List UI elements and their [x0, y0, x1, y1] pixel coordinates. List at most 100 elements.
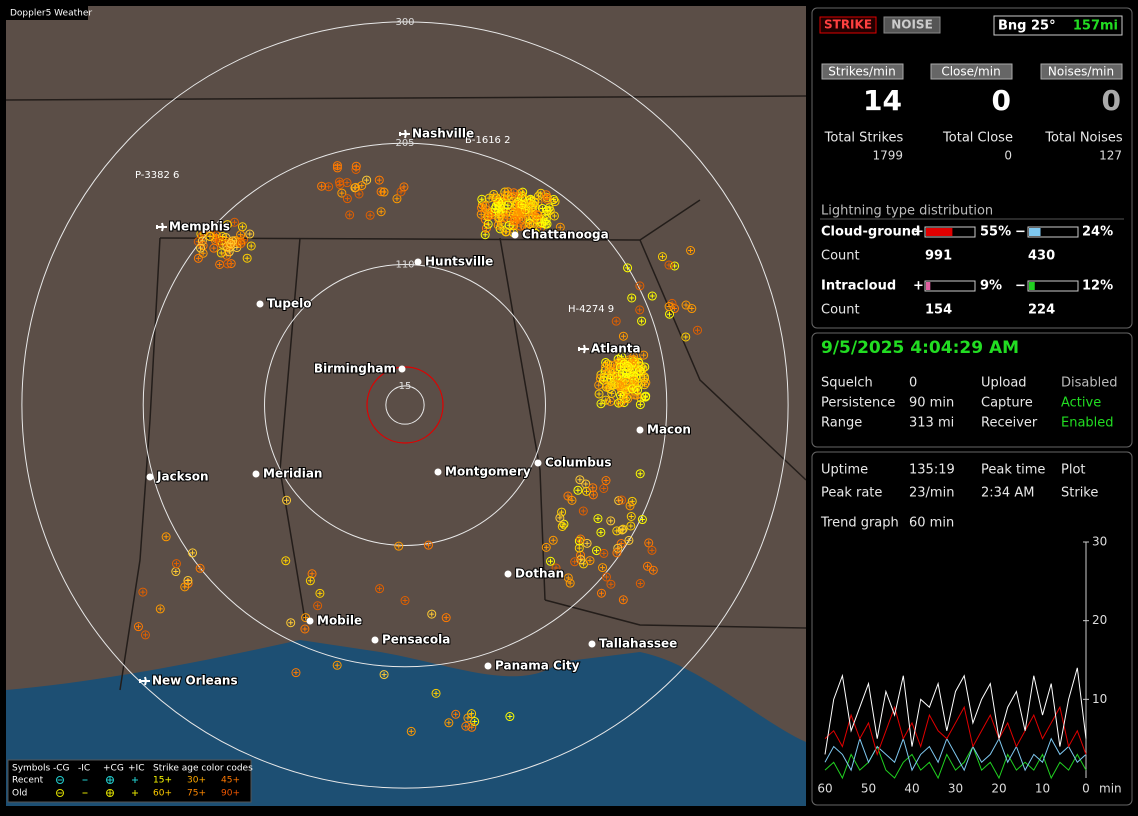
strike-ring [541, 542, 551, 552]
strike-plus [319, 183, 325, 189]
count-label: Count [821, 303, 860, 318]
strike-symbol [618, 331, 628, 341]
strike-ring [669, 304, 679, 314]
pct-label: 24% [1082, 225, 1113, 240]
strike-symbol [246, 241, 256, 251]
strike-plus [614, 374, 620, 380]
strike-ring [379, 670, 389, 680]
strike-plus [173, 561, 179, 567]
strike-plus [446, 720, 452, 726]
strike-plus [608, 375, 614, 381]
strike-ring [563, 573, 573, 583]
strike-symbol [596, 399, 606, 409]
strike-symbol [648, 565, 658, 575]
strike-plus [185, 577, 191, 583]
legend-symbol [56, 776, 64, 784]
city-dot [534, 459, 542, 467]
strike-ring [236, 230, 246, 240]
strike-plus [567, 580, 573, 586]
strike-symbol [594, 389, 604, 399]
strike-symbol [307, 569, 317, 579]
strike-plus [544, 207, 550, 213]
strike-ring [171, 559, 181, 569]
strike-symbol [596, 527, 606, 537]
strike-ring [313, 601, 323, 611]
strike-ring [647, 545, 657, 555]
strike-symbol [451, 709, 461, 719]
strike-symbol [503, 187, 513, 197]
strike-plus [359, 183, 365, 189]
strike-plus [344, 180, 350, 186]
legend-symbol-name: -IC [78, 764, 90, 774]
strike-ring [549, 211, 559, 221]
strike-ring [526, 203, 536, 213]
strike-plus [629, 295, 635, 301]
strike-plus [364, 177, 370, 183]
strike-plus [552, 199, 558, 205]
strike-ring [490, 204, 500, 214]
status-label: Receiver [981, 416, 1038, 431]
strike-plus [580, 508, 586, 514]
strike-plus [609, 390, 615, 396]
strike-plus [200, 243, 206, 249]
strike-plus [683, 334, 689, 340]
strike-plus [512, 217, 518, 223]
strike-ring [342, 194, 352, 204]
strike-ring [635, 281, 645, 291]
count: 991 [925, 249, 952, 264]
strike-plus [631, 378, 637, 384]
strike-ring [357, 181, 367, 191]
strike-plus [617, 364, 623, 370]
distribution-title: Lightning type distribution [821, 204, 993, 219]
strike-ring [551, 563, 561, 573]
total-value: 127 [1099, 149, 1122, 163]
strike-symbol [639, 350, 649, 360]
count: 154 [925, 303, 952, 318]
strike-ring [599, 373, 609, 383]
sign: − [1015, 279, 1026, 294]
strike-plus [377, 586, 383, 592]
rate-label-box [821, 63, 904, 80]
strike-ring [188, 548, 198, 558]
total-label: Total Noises [1044, 131, 1123, 146]
strike-symbol [236, 230, 246, 240]
strike-plus [649, 293, 655, 299]
strike-plus [618, 400, 624, 406]
strike-symbol [596, 588, 606, 598]
strike-plus [539, 220, 545, 226]
city-label: Mobile [317, 614, 362, 628]
range-rings: 15 110 205 300 [21, 17, 789, 789]
strike-ring [606, 516, 616, 526]
city-label: Dothan [515, 567, 564, 581]
strike-plus [623, 379, 629, 385]
strike-plus [213, 233, 219, 239]
strike-symbol [581, 479, 591, 489]
strike-symbol [541, 542, 551, 552]
strike-ring [482, 205, 492, 215]
strike-plus [433, 690, 439, 696]
peak-time-label: Peak time [981, 463, 1045, 478]
strike-button[interactable] [819, 16, 877, 34]
strike-plus [601, 550, 607, 556]
bearing: Bng 25° [998, 19, 1056, 34]
pct-label: 55% [980, 225, 1011, 240]
range-label: 205 [395, 138, 414, 149]
strike-plus [218, 250, 224, 256]
noise-button[interactable] [883, 16, 941, 34]
strike-ring [686, 246, 696, 256]
strike-plus [173, 569, 179, 575]
strike-plus [239, 224, 245, 230]
strike-ring [517, 199, 527, 209]
strike-ring [332, 660, 342, 670]
total-value: 0 [1004, 149, 1012, 163]
strike-symbol [365, 210, 375, 220]
strike-plus [637, 368, 643, 374]
strike-plus [309, 571, 315, 577]
strike-ring [503, 200, 513, 210]
strike-ring [537, 218, 547, 228]
legend-age: 75+ [187, 789, 206, 799]
strike-plus [636, 382, 642, 388]
strike-plus [198, 245, 204, 251]
city-label: Panama City [495, 659, 580, 673]
strike-plus [578, 536, 584, 542]
